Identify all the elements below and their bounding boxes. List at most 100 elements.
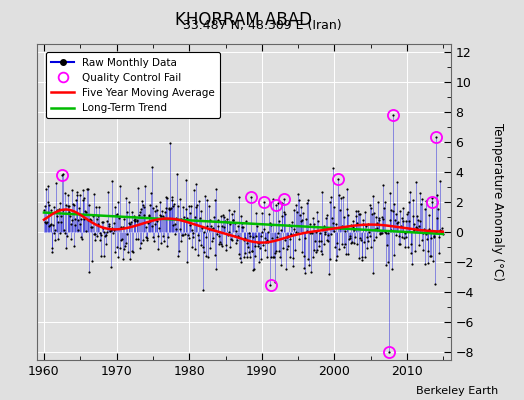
Point	[147, 223, 156, 229]
Point	[373, 220, 381, 226]
Point	[83, 217, 92, 224]
Point	[72, 197, 80, 204]
Point	[317, 238, 325, 244]
Point	[211, 252, 220, 258]
Point	[236, 255, 244, 261]
Point	[141, 224, 150, 231]
Point	[294, 197, 303, 203]
Point	[388, 112, 397, 118]
Point	[171, 221, 179, 227]
Point	[405, 218, 413, 224]
Point	[220, 224, 228, 230]
Point	[270, 254, 278, 261]
Point	[68, 187, 77, 193]
Point	[170, 201, 178, 207]
Point	[286, 254, 294, 261]
Point	[380, 228, 389, 235]
Point	[71, 222, 80, 228]
Point	[100, 252, 108, 259]
Point	[226, 221, 235, 228]
Point	[397, 234, 406, 240]
Point	[318, 188, 326, 195]
Point	[71, 216, 79, 222]
Point	[82, 228, 90, 234]
Point	[293, 208, 301, 215]
Point	[86, 216, 94, 223]
Point	[74, 226, 82, 233]
Point	[94, 221, 103, 227]
Point	[112, 211, 121, 217]
Point	[427, 253, 435, 260]
Point	[251, 243, 259, 250]
Point	[198, 225, 206, 231]
Point	[310, 221, 318, 228]
Point	[63, 232, 71, 239]
Point	[267, 254, 275, 260]
Point	[298, 249, 306, 256]
Point	[79, 197, 87, 204]
Point	[196, 208, 205, 214]
Point	[379, 182, 388, 188]
Point	[188, 227, 196, 234]
Point	[83, 186, 91, 192]
Point	[298, 217, 307, 223]
Point	[248, 234, 257, 240]
Point	[145, 212, 153, 218]
Point	[277, 262, 286, 268]
Point	[259, 242, 267, 248]
Point	[259, 199, 268, 205]
Point	[435, 250, 443, 256]
Point	[53, 236, 62, 242]
Point	[78, 236, 86, 242]
Point	[342, 250, 350, 257]
Point	[166, 205, 174, 212]
Point	[400, 235, 408, 241]
Point	[154, 246, 162, 252]
Point	[344, 212, 353, 218]
Point	[422, 230, 431, 237]
Point	[387, 207, 396, 213]
Point	[395, 241, 403, 247]
Point	[324, 232, 333, 238]
Point	[201, 253, 210, 259]
Point	[94, 212, 102, 219]
Point	[148, 164, 157, 171]
Point	[72, 189, 81, 196]
Point	[282, 246, 291, 252]
Point	[174, 203, 182, 210]
Point	[104, 189, 112, 195]
Point	[255, 240, 264, 246]
Point	[117, 224, 126, 230]
Point	[311, 249, 320, 255]
Point	[181, 231, 189, 237]
Point	[250, 253, 259, 259]
Point	[275, 248, 283, 254]
Point	[165, 205, 173, 212]
Point	[114, 199, 122, 205]
Point	[135, 212, 143, 219]
Point	[328, 214, 336, 221]
Point	[228, 211, 236, 218]
Point	[204, 254, 212, 260]
Point	[302, 200, 311, 206]
Point	[404, 208, 412, 215]
Point	[73, 192, 81, 198]
Text: 33.487 N, 48.309 E (Iran): 33.487 N, 48.309 E (Iran)	[183, 20, 341, 32]
Point	[184, 203, 193, 209]
Point	[69, 242, 78, 249]
Point	[135, 245, 144, 251]
Point	[74, 216, 83, 223]
Point	[157, 212, 166, 219]
Title: KHORRAM ABAD: KHORRAM ABAD	[175, 10, 312, 28]
Point	[184, 232, 192, 238]
Point	[289, 254, 297, 261]
Point	[173, 253, 182, 259]
Point	[307, 269, 315, 276]
Point	[387, 227, 395, 234]
Point	[180, 217, 189, 224]
Point	[47, 221, 55, 228]
Point	[205, 245, 214, 252]
Point	[303, 228, 311, 234]
Point	[139, 201, 147, 208]
Point	[145, 213, 154, 219]
